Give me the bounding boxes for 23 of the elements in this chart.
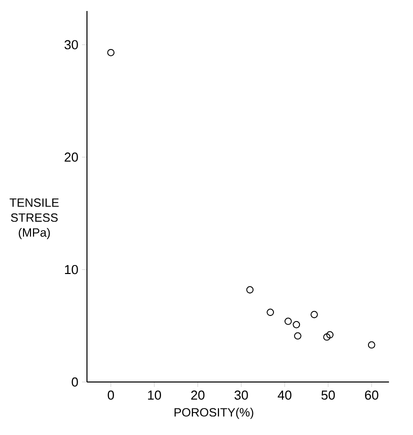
y-axis-title: TENSILE STRESS (MPa) (10, 198, 59, 240)
x-axis-title: POROSITY(%) (174, 408, 254, 419)
y-tick-label: 20 (64, 152, 78, 162)
x-tick-label: 40 (278, 390, 292, 400)
point (294, 332, 302, 340)
x-tick-label: 0 (108, 390, 114, 400)
y-tick-label: 30 (64, 40, 78, 50)
point (107, 48, 115, 56)
x-tick-label: 30 (234, 390, 248, 400)
x-tick-label: 60 (365, 390, 378, 400)
point (368, 341, 376, 349)
point (284, 318, 292, 325)
point (266, 308, 274, 316)
point (326, 331, 334, 338)
x-tick-label: 10 (148, 390, 162, 400)
x-tick-label: 20 (191, 390, 205, 400)
x-tick-label: 50 (322, 390, 335, 400)
y-tick-label: 0 (72, 377, 78, 387)
point (323, 333, 331, 341)
point (310, 310, 318, 318)
point (246, 286, 254, 294)
point (292, 321, 300, 328)
y-tick-label: 10 (65, 264, 78, 274)
